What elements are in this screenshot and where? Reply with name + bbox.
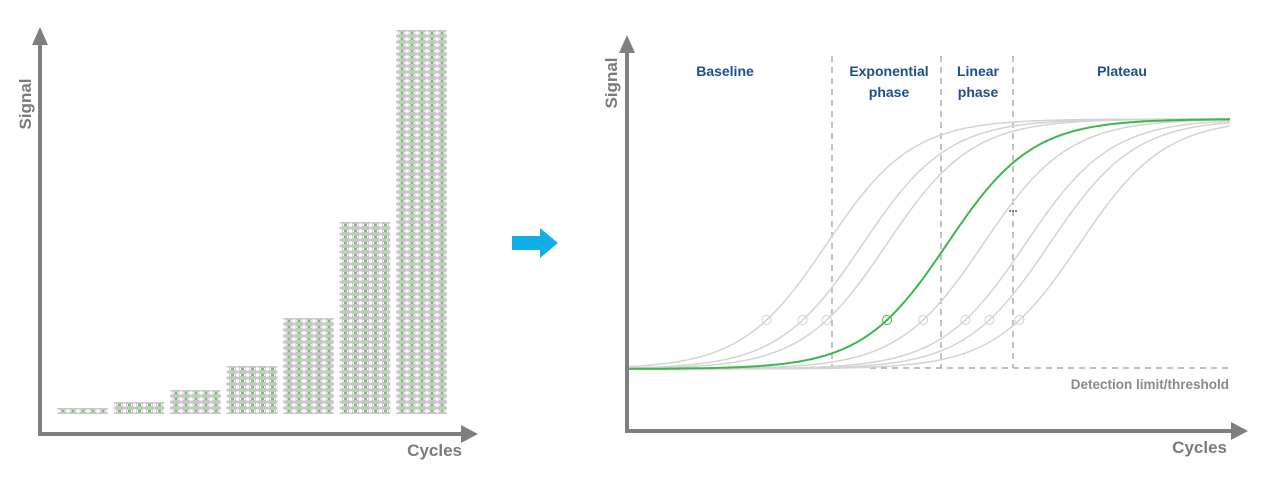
bar-stack [396,30,447,414]
ct-marker [821,315,832,325]
bar-stack [339,222,391,414]
ct-marker [960,315,971,325]
bar-stack [226,366,278,414]
x-axis-label: Cycles [1172,438,1227,457]
sample-curve [628,121,1231,370]
phase-label-baseline: Baseline [696,63,754,79]
bar-stack [283,318,334,414]
bar-stack [57,408,108,414]
x-axis-label: Cycles [407,441,462,460]
ct-marker [918,315,929,325]
sample-curve [628,125,1231,370]
y-axis-label: Signal [602,57,621,108]
phase-label-linear: Linear [957,63,1000,79]
ct-marker [882,315,892,325]
y-axis-label: Signal [16,78,35,129]
phase-label-linear-line2: phase [958,84,999,100]
sample-curve [628,118,1230,369]
amplification-curves [627,118,1231,370]
phase-label-exponential-line2: phase [869,84,910,100]
sample-curve [628,120,1231,370]
sample-curve [627,118,1230,368]
right-arrow-icon [510,226,560,260]
bar-stacks [57,30,447,414]
amplification-curve-chart: Baseline Exponential phase Linear phase … [590,0,1267,480]
phase-label-exponential: Exponential [849,63,928,79]
ct-marker [761,315,772,325]
x-axis-arrow-icon [461,425,478,443]
x-axis-arrow-icon [1231,422,1248,440]
ct-marker [797,315,808,325]
bar-stack [170,390,221,414]
y-axis-arrow-icon [619,35,635,53]
sample-curve [628,119,1230,370]
bar-stack [113,402,165,414]
phase-label-plateau: Plateau [1097,63,1147,79]
amplification-bar-chart: Cycles Signal [0,0,500,480]
y-axis-arrow-icon [32,27,48,45]
ct-marker [1014,315,1025,325]
highlighted-curve [628,118,1230,370]
ct-marker [984,315,995,325]
sample-curve [628,118,1230,370]
threshold-label: Detection limit/threshold [1071,377,1229,392]
